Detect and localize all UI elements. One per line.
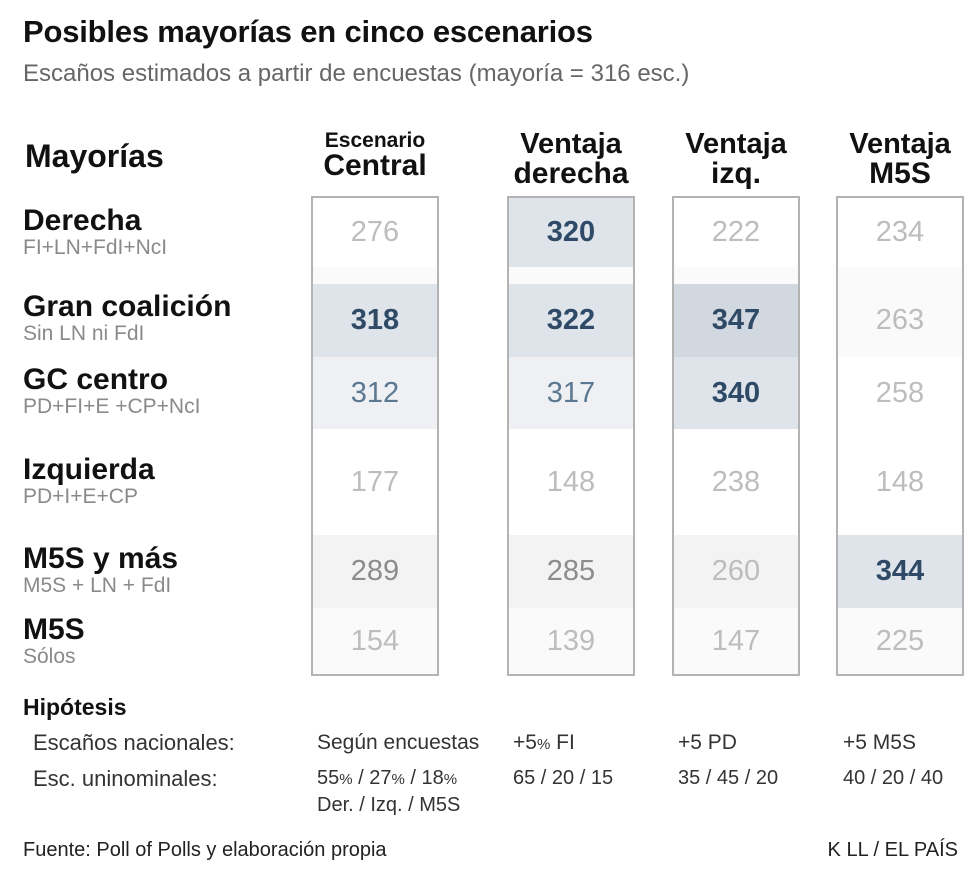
- row-label-m5s-y-mas: M5S y más M5S + LN + FdI: [23, 542, 179, 597]
- scenario-header-line2: izq.: [711, 157, 761, 190]
- value-cell: 260: [674, 535, 798, 608]
- row-label-m5s: M5S Sólos: [23, 613, 85, 668]
- scenario-column-central: 276 318 312 177 289 154: [311, 196, 439, 676]
- majorities-header: Mayorías: [25, 138, 164, 174]
- value-cell: 289: [313, 535, 437, 608]
- row-label-name: Gran coalición: [23, 290, 232, 323]
- row-label-name: GC centro: [23, 363, 169, 396]
- row-label-sub: Sin LN ni FdI: [23, 322, 145, 345]
- row-label-derecha: Derecha FI+LN+FdI+NcI: [23, 204, 168, 259]
- scenario-header-line1: Ventaja: [849, 128, 951, 160]
- value-cell: 318: [313, 284, 437, 357]
- scenario-header-m5s: Ventaja M5S: [835, 130, 965, 189]
- scenario-header-line1: Escenario: [324, 129, 426, 152]
- row-label-sub: PD+I+E+CP: [23, 485, 138, 508]
- uninominal-right: 65 / 20 / 15: [513, 767, 614, 789]
- scenario-column-m5s: 234 263 258 148 344 225: [836, 196, 964, 676]
- national-seats-label: Escaños nacionales:: [33, 730, 235, 755]
- value-cell: 148: [509, 429, 633, 535]
- row-label-name: M5S: [23, 613, 85, 646]
- row-label-izquierda: Izquierda PD+I+E+CP: [23, 453, 155, 508]
- row-label-sub: Sólos: [23, 645, 76, 668]
- value-cell: 285: [509, 535, 633, 608]
- value-cell: 312: [313, 357, 437, 429]
- credit: K LL / EL PAÍS: [827, 839, 958, 861]
- scenario-column-left: 222 347 340 238 260 147: [672, 196, 800, 676]
- value-cell: 317: [509, 357, 633, 429]
- row-label-sub: M5S + LN + FdI: [23, 574, 172, 597]
- value-cell: 263: [875, 304, 925, 336]
- value-cell: 347: [674, 284, 798, 357]
- uninominal-seats-label: Esc. uninominales:: [33, 766, 218, 791]
- row-label-name: Izquierda: [23, 453, 155, 486]
- chart-title: Posibles mayorías en cinco escenarios: [23, 14, 593, 49]
- scenario-header-line1: Ventaja: [685, 128, 787, 160]
- scenario-header-line2: derecha: [513, 157, 629, 190]
- value-cell: 344: [838, 535, 962, 608]
- uninominal-note: Der. / Izq. / M5S: [317, 794, 461, 816]
- scenario-header-left: Ventaja izq.: [671, 130, 801, 189]
- value-cell: 258: [838, 357, 962, 429]
- value-cell: 234: [838, 198, 962, 267]
- row-label-gran-coalicion: Gran coalición Sin LN ni FdI: [23, 290, 232, 345]
- row-label-name: Derecha: [23, 204, 142, 237]
- value-cell: 222: [674, 198, 798, 267]
- national-right: +5% FI: [513, 731, 575, 754]
- value-cell: 322: [509, 284, 633, 357]
- value-cell: 147: [711, 624, 761, 657]
- national-central: Según encuestas: [317, 731, 480, 754]
- value-cell: 177: [313, 429, 437, 535]
- uninominal-left: 35 / 45 / 20: [678, 767, 779, 789]
- chart-subtitle: Escaños estimados a partir de encuestas …: [23, 60, 690, 87]
- scenario-header-central: Escenario Central: [310, 130, 440, 181]
- value-cell: 154: [350, 624, 400, 657]
- national-m5s: +5 M5S: [843, 731, 916, 754]
- value-cell: 276: [313, 198, 437, 267]
- value-cell: 340: [674, 357, 798, 429]
- source-note: Fuente: Poll of Polls y elaboración prop…: [23, 839, 387, 861]
- row-label-gc-centro: GC centro PD+FI+E +CP+NcI: [23, 363, 201, 418]
- row-label-name: M5S y más: [23, 542, 179, 575]
- value-cell: 238: [674, 429, 798, 535]
- value-cell: 225: [875, 624, 925, 657]
- row-label-sub: FI+LN+FdI+NcI: [23, 236, 168, 259]
- scenario-header-line1: Ventaja: [520, 128, 622, 160]
- uninominal-central: 55% / 27% / 18%: [317, 767, 458, 789]
- value-cell: 148: [838, 429, 962, 535]
- hypotheses-title: Hipótesis: [23, 694, 127, 720]
- row-label-sub: PD+FI+E +CP+NcI: [23, 395, 201, 418]
- scenario-header-line2: M5S: [869, 157, 931, 190]
- scenario-header-right: Ventaja derecha: [506, 130, 636, 189]
- value-cell: 320: [509, 198, 633, 267]
- national-left: +5 PD: [678, 731, 737, 754]
- scenario-header-line2: Central: [323, 149, 427, 182]
- value-cell: 139: [546, 624, 596, 657]
- scenario-column-right: 320 322 317 148 285 139: [507, 196, 635, 676]
- uninominal-m5s: 40 / 20 / 40: [843, 767, 944, 789]
